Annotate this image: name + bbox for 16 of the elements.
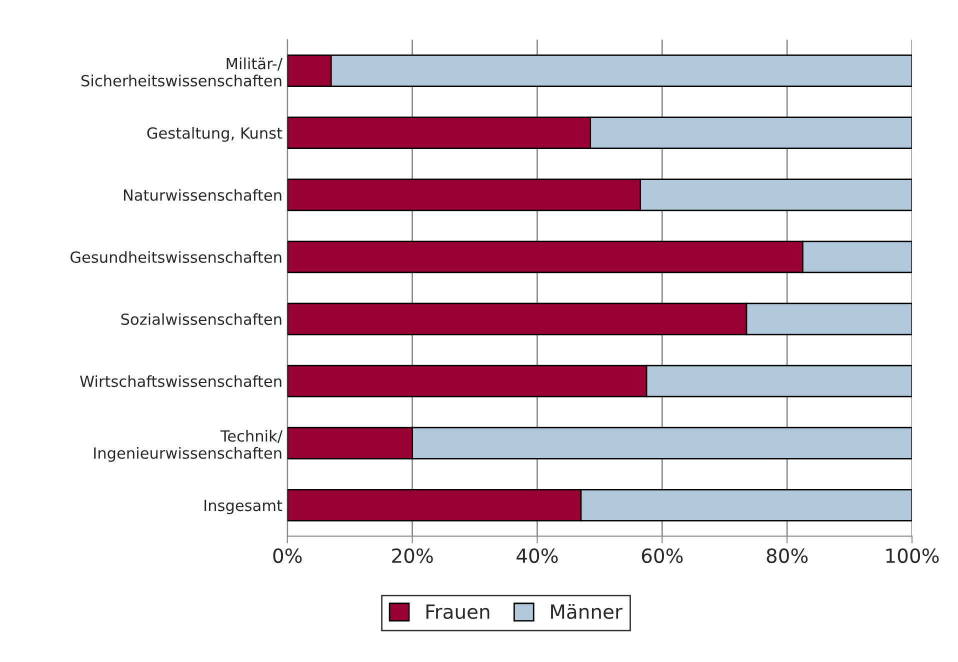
y-tick-label: Naturwissenschaften [124, 189, 282, 201]
y-tick-label: Sozialwissenschaften [121, 313, 282, 326]
x-tick-label: 80% [766, 548, 808, 564]
y-tick-label: Gestaltung, Kunst [147, 127, 282, 142]
legend-label: Frauen [426, 604, 490, 620]
x-tick-label: 20% [392, 548, 433, 564]
y-tick-label: Gesundheitswissenschaften [70, 251, 282, 263]
x-tick-label: 60% [642, 548, 683, 564]
x-tick-label: 0% [273, 548, 302, 564]
legend-label: Männer [551, 604, 622, 620]
y-tick-label: Militär-/ Sicherheitswissenschaften [82, 58, 283, 86]
y-tick-label: Insgesamt [204, 500, 282, 514]
x-tick-label: 40% [516, 548, 558, 564]
y-tick-label: Wirtschaftswissenschaften [80, 375, 282, 388]
x-tick-label: 100% [886, 548, 939, 564]
y-tick-label: Technik/ Ingenieurwissenschaften [94, 430, 283, 462]
